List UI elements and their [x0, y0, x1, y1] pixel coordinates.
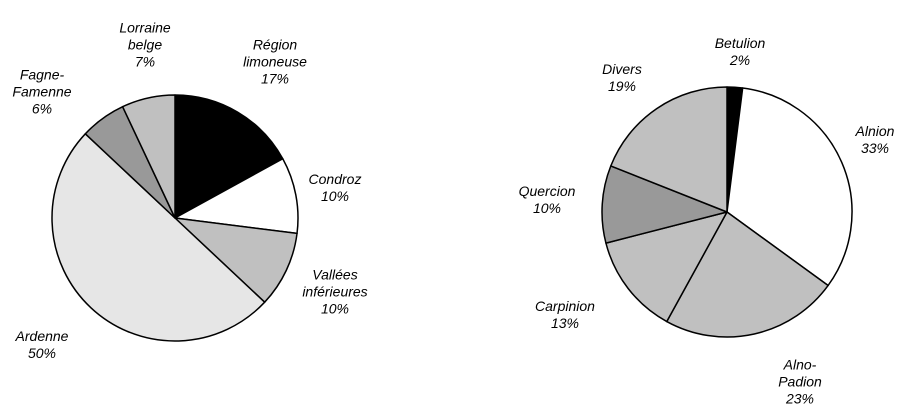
category-label: Condroz — [308, 171, 362, 187]
pie-slice — [726, 87, 853, 287]
value-label: 10% — [320, 188, 350, 204]
value-label: 17% — [260, 70, 290, 87]
value-label: 10% — [320, 300, 350, 317]
category-label: Lorraine belge — [119, 19, 171, 53]
value-label: 2% — [729, 52, 751, 68]
category-label: Alno-Padion — [778, 356, 822, 390]
category-label: Ardenne — [15, 328, 69, 344]
category-label: Fagne-Famenne — [12, 66, 72, 100]
slice-label: Région limoneuse 17% — [230, 37, 320, 88]
slice-label: Alnion 33% — [856, 123, 895, 157]
slice-label: Lorraine belge 7% — [110, 20, 180, 71]
value-label: 6% — [31, 100, 53, 117]
slice-label: Betulion 2% — [715, 35, 766, 69]
slice-label: Alno-Padion 23% — [770, 357, 830, 408]
category-label: Vallées inférieures — [302, 266, 368, 300]
value-label: 33% — [860, 140, 890, 156]
pie-slice — [174, 157, 299, 235]
category-label: Alnion — [855, 123, 895, 139]
value-label: 7% — [134, 53, 156, 70]
slice-label: Ardenne 50% — [16, 328, 69, 362]
slice-label: Vallées inférieures 10% — [290, 267, 380, 318]
slice-label: Divers 19% — [602, 61, 642, 95]
value-label: 50% — [27, 345, 57, 361]
pie-slice — [601, 165, 728, 244]
slice-label: Carpinion 13% — [535, 298, 595, 332]
slice-label: Fagne-Famenne 6% — [7, 67, 77, 118]
pie-slice — [174, 217, 298, 303]
value-label: 19% — [607, 78, 637, 94]
category-label: Betulion — [714, 35, 766, 51]
category-label: Région limoneuse — [243, 36, 307, 70]
pie-slice — [610, 86, 728, 213]
pie-slice — [174, 94, 284, 219]
category-label: Carpinion — [535, 298, 595, 314]
value-label: 23% — [785, 390, 815, 407]
pie-slice — [666, 211, 829, 338]
pie-slice — [121, 94, 176, 219]
category-label: Quercion — [518, 183, 576, 199]
pie-slice — [605, 211, 728, 323]
pie-slice — [51, 133, 266, 342]
slice-label: Quercion 10% — [519, 183, 576, 217]
value-label: 10% — [532, 200, 562, 216]
slice-label: Condroz 10% — [309, 171, 362, 205]
value-label: 13% — [550, 315, 580, 331]
category-label: Divers — [602, 61, 642, 77]
